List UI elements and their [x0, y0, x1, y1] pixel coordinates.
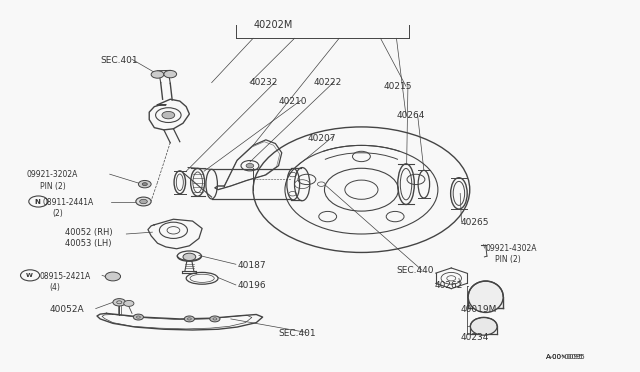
Circle shape — [246, 163, 253, 168]
Text: 40265: 40265 — [460, 218, 489, 227]
Circle shape — [183, 253, 196, 260]
Text: 40210: 40210 — [278, 97, 307, 106]
Text: SEC.401: SEC.401 — [278, 329, 316, 338]
Text: SEC.440: SEC.440 — [396, 266, 434, 275]
Text: 08915-2421A: 08915-2421A — [40, 272, 91, 281]
Text: 40202M: 40202M — [253, 20, 292, 31]
Text: PIN (2): PIN (2) — [40, 182, 65, 190]
Text: A-00*0095: A-00*0095 — [546, 353, 584, 360]
Text: SEC.401: SEC.401 — [100, 56, 138, 65]
Text: 08911-2441A: 08911-2441A — [43, 198, 94, 207]
Text: 40264: 40264 — [396, 111, 425, 121]
Text: 40053 (LH): 40053 (LH) — [65, 239, 111, 248]
Circle shape — [133, 314, 143, 320]
Text: 40052 (RH): 40052 (RH) — [65, 228, 113, 237]
Circle shape — [105, 272, 120, 281]
Text: PIN (2): PIN (2) — [495, 255, 521, 264]
Text: 40262: 40262 — [435, 281, 463, 290]
Text: 40232: 40232 — [250, 78, 278, 87]
Circle shape — [142, 183, 147, 186]
Text: 40234: 40234 — [460, 333, 488, 342]
Ellipse shape — [470, 317, 497, 335]
Circle shape — [138, 180, 151, 188]
Circle shape — [124, 301, 134, 307]
Text: 40019M: 40019M — [460, 305, 497, 314]
Circle shape — [151, 71, 164, 78]
Ellipse shape — [468, 281, 503, 312]
Text: (4): (4) — [49, 283, 60, 292]
Text: A·00×0095: A·00×0095 — [546, 353, 586, 360]
Text: 40215: 40215 — [384, 82, 412, 91]
Circle shape — [136, 197, 151, 206]
Circle shape — [164, 70, 177, 78]
Text: 40196: 40196 — [237, 281, 266, 290]
Circle shape — [140, 199, 147, 204]
Circle shape — [184, 316, 195, 322]
Text: N: N — [35, 199, 41, 205]
Circle shape — [162, 112, 175, 119]
Text: 09921-3202A: 09921-3202A — [27, 170, 78, 179]
Text: 09921-4302A: 09921-4302A — [486, 244, 537, 253]
Circle shape — [113, 299, 125, 306]
Text: 40187: 40187 — [237, 261, 266, 270]
Text: W: W — [26, 273, 33, 278]
Text: 40207: 40207 — [307, 134, 336, 142]
Text: (2): (2) — [52, 209, 63, 218]
Circle shape — [210, 316, 220, 322]
Text: 40052A: 40052A — [49, 305, 84, 314]
Text: 40222: 40222 — [314, 78, 342, 87]
